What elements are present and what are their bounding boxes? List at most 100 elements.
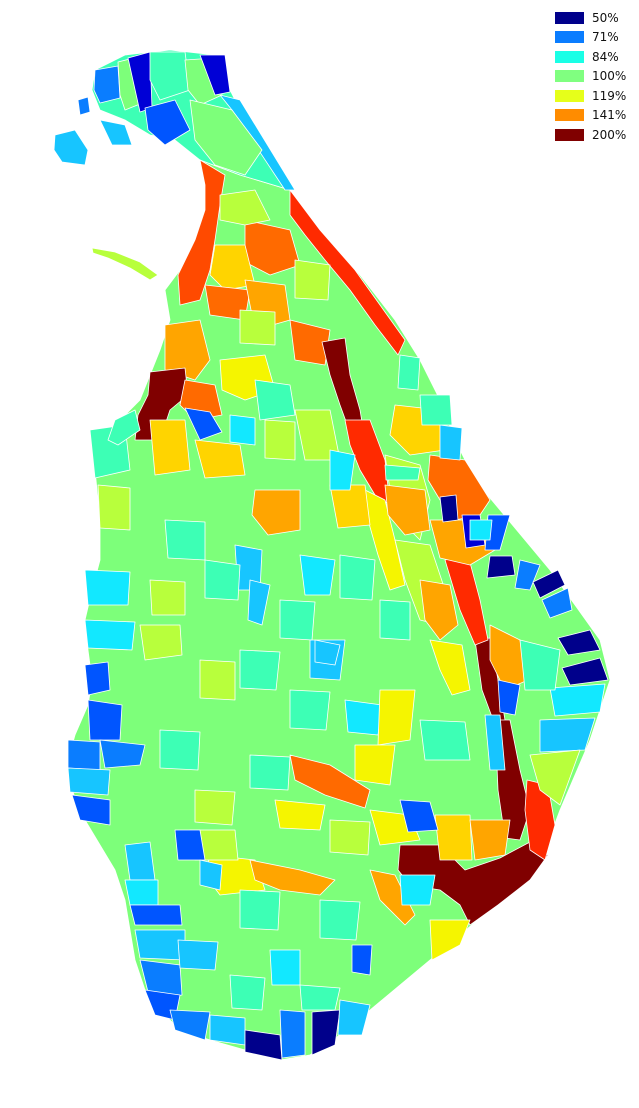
legend-item: 84% bbox=[555, 47, 626, 67]
interior-teal-4 bbox=[239, 649, 281, 691]
north-tip-d bbox=[149, 51, 191, 101]
legend-item: 141% bbox=[555, 106, 626, 126]
south-sky-3 bbox=[337, 999, 371, 1036]
central-royal-1 bbox=[184, 407, 223, 441]
legend-swatch bbox=[555, 31, 584, 44]
island-west-mid bbox=[107, 409, 141, 446]
map-legend: 50% 71% 84% 100% 119% 141% 200% bbox=[555, 8, 626, 145]
central-yellow-1 bbox=[364, 489, 406, 591]
interior-teal-7 bbox=[239, 889, 281, 931]
nw-orange-4 bbox=[164, 319, 211, 381]
south-blue-2 bbox=[169, 1009, 211, 1041]
interior-teal-3 bbox=[279, 599, 316, 641]
west-blue-1 bbox=[67, 739, 101, 771]
central-orange-7 bbox=[469, 819, 511, 861]
south-royal-3 bbox=[351, 944, 373, 976]
east-cyan-1 bbox=[549, 683, 606, 717]
interior-lime-2 bbox=[199, 659, 236, 701]
central-sky-2 bbox=[247, 579, 271, 626]
central-teal-2 bbox=[339, 554, 376, 601]
south-navy-1 bbox=[244, 1029, 283, 1061]
central-teal-3 bbox=[419, 719, 471, 761]
interior-sky-1 bbox=[314, 639, 341, 666]
east-sky-1 bbox=[539, 717, 596, 753]
central-orange-1 bbox=[419, 579, 459, 641]
south-navy-2 bbox=[311, 1009, 341, 1056]
south-sky-4 bbox=[177, 939, 219, 971]
maroon-east-2 bbox=[494, 719, 531, 841]
interior-teal-8 bbox=[319, 899, 361, 941]
interior-lime-4 bbox=[329, 819, 371, 856]
north-inner-green bbox=[189, 99, 263, 176]
east-lime-1 bbox=[529, 749, 581, 806]
interior-lime-7 bbox=[294, 259, 331, 301]
central-gold-5 bbox=[434, 814, 473, 861]
east-orange-1 bbox=[289, 319, 331, 366]
interior-lime-6 bbox=[239, 309, 276, 346]
central-teal-1 bbox=[254, 379, 296, 421]
legend-item: 119% bbox=[555, 86, 626, 106]
north-tip-g bbox=[199, 54, 231, 96]
legend-label: 71% bbox=[592, 30, 619, 45]
west-cyan-1 bbox=[84, 569, 131, 606]
interior-teal-11 bbox=[397, 354, 421, 391]
east-navy-4 bbox=[557, 629, 601, 656]
south-sky-1 bbox=[199, 859, 223, 891]
legend-item: 100% bbox=[555, 67, 626, 87]
legend-swatch bbox=[555, 89, 584, 102]
interior-teal-6 bbox=[159, 729, 201, 771]
south-teal-2 bbox=[299, 984, 341, 1011]
legend-swatch bbox=[555, 50, 584, 63]
central-yellow-6 bbox=[354, 744, 396, 786]
legend-item: 50% bbox=[555, 8, 626, 28]
central-orange-3 bbox=[251, 489, 301, 536]
legend-label: 200% bbox=[592, 127, 627, 142]
east-royal-2 bbox=[497, 679, 521, 716]
south-teal-1 bbox=[229, 974, 266, 1011]
interior-teal-12 bbox=[419, 394, 453, 426]
interior-cyan-4 bbox=[469, 519, 493, 541]
south-royal-1 bbox=[174, 829, 206, 861]
legend-label: 50% bbox=[592, 10, 619, 25]
nw-lime-1 bbox=[219, 189, 271, 226]
central-orange-6 bbox=[289, 754, 371, 809]
west-blue-2 bbox=[99, 739, 146, 769]
interior-sky-2 bbox=[439, 424, 463, 461]
legend-label: 141% bbox=[592, 108, 627, 123]
west-lime-1 bbox=[97, 484, 131, 531]
central-yellow-7 bbox=[274, 799, 326, 831]
north-tip-e bbox=[144, 99, 191, 146]
central-gold-2 bbox=[329, 484, 371, 529]
interior-lime-5 bbox=[264, 419, 296, 461]
east-navy-1 bbox=[439, 494, 459, 523]
island-3 bbox=[99, 119, 133, 146]
legend-swatch bbox=[555, 11, 584, 24]
island-1 bbox=[53, 129, 89, 166]
legend-swatch bbox=[555, 70, 584, 83]
central-yellow-2 bbox=[429, 639, 471, 696]
interior-teal-5 bbox=[289, 689, 331, 731]
central-yellow-4 bbox=[139, 624, 183, 661]
interior-teal-13 bbox=[384, 464, 421, 481]
west-sky-1 bbox=[67, 767, 111, 796]
central-cyan-2 bbox=[299, 554, 336, 596]
interior-teal-2 bbox=[204, 559, 241, 601]
south-cyan-1 bbox=[399, 874, 436, 906]
central-yellow-5 bbox=[377, 689, 416, 746]
central-cyan-3 bbox=[344, 699, 383, 736]
east-navy-5 bbox=[561, 657, 609, 686]
south-orange-1 bbox=[249, 859, 336, 896]
interior-teal-9 bbox=[379, 599, 411, 641]
south-orange-2 bbox=[369, 869, 416, 926]
legend-label: 119% bbox=[592, 88, 627, 103]
west-royal-1 bbox=[84, 661, 111, 696]
legend-item: 71% bbox=[555, 28, 626, 48]
central-royal-2 bbox=[399, 799, 439, 833]
legend-label: 100% bbox=[592, 69, 627, 84]
interior-teal-10 bbox=[249, 754, 291, 791]
legend-swatch bbox=[555, 128, 584, 141]
interior-lime-3 bbox=[194, 789, 236, 826]
south-blue-1 bbox=[139, 959, 183, 1001]
south-cyan-2 bbox=[269, 949, 301, 986]
